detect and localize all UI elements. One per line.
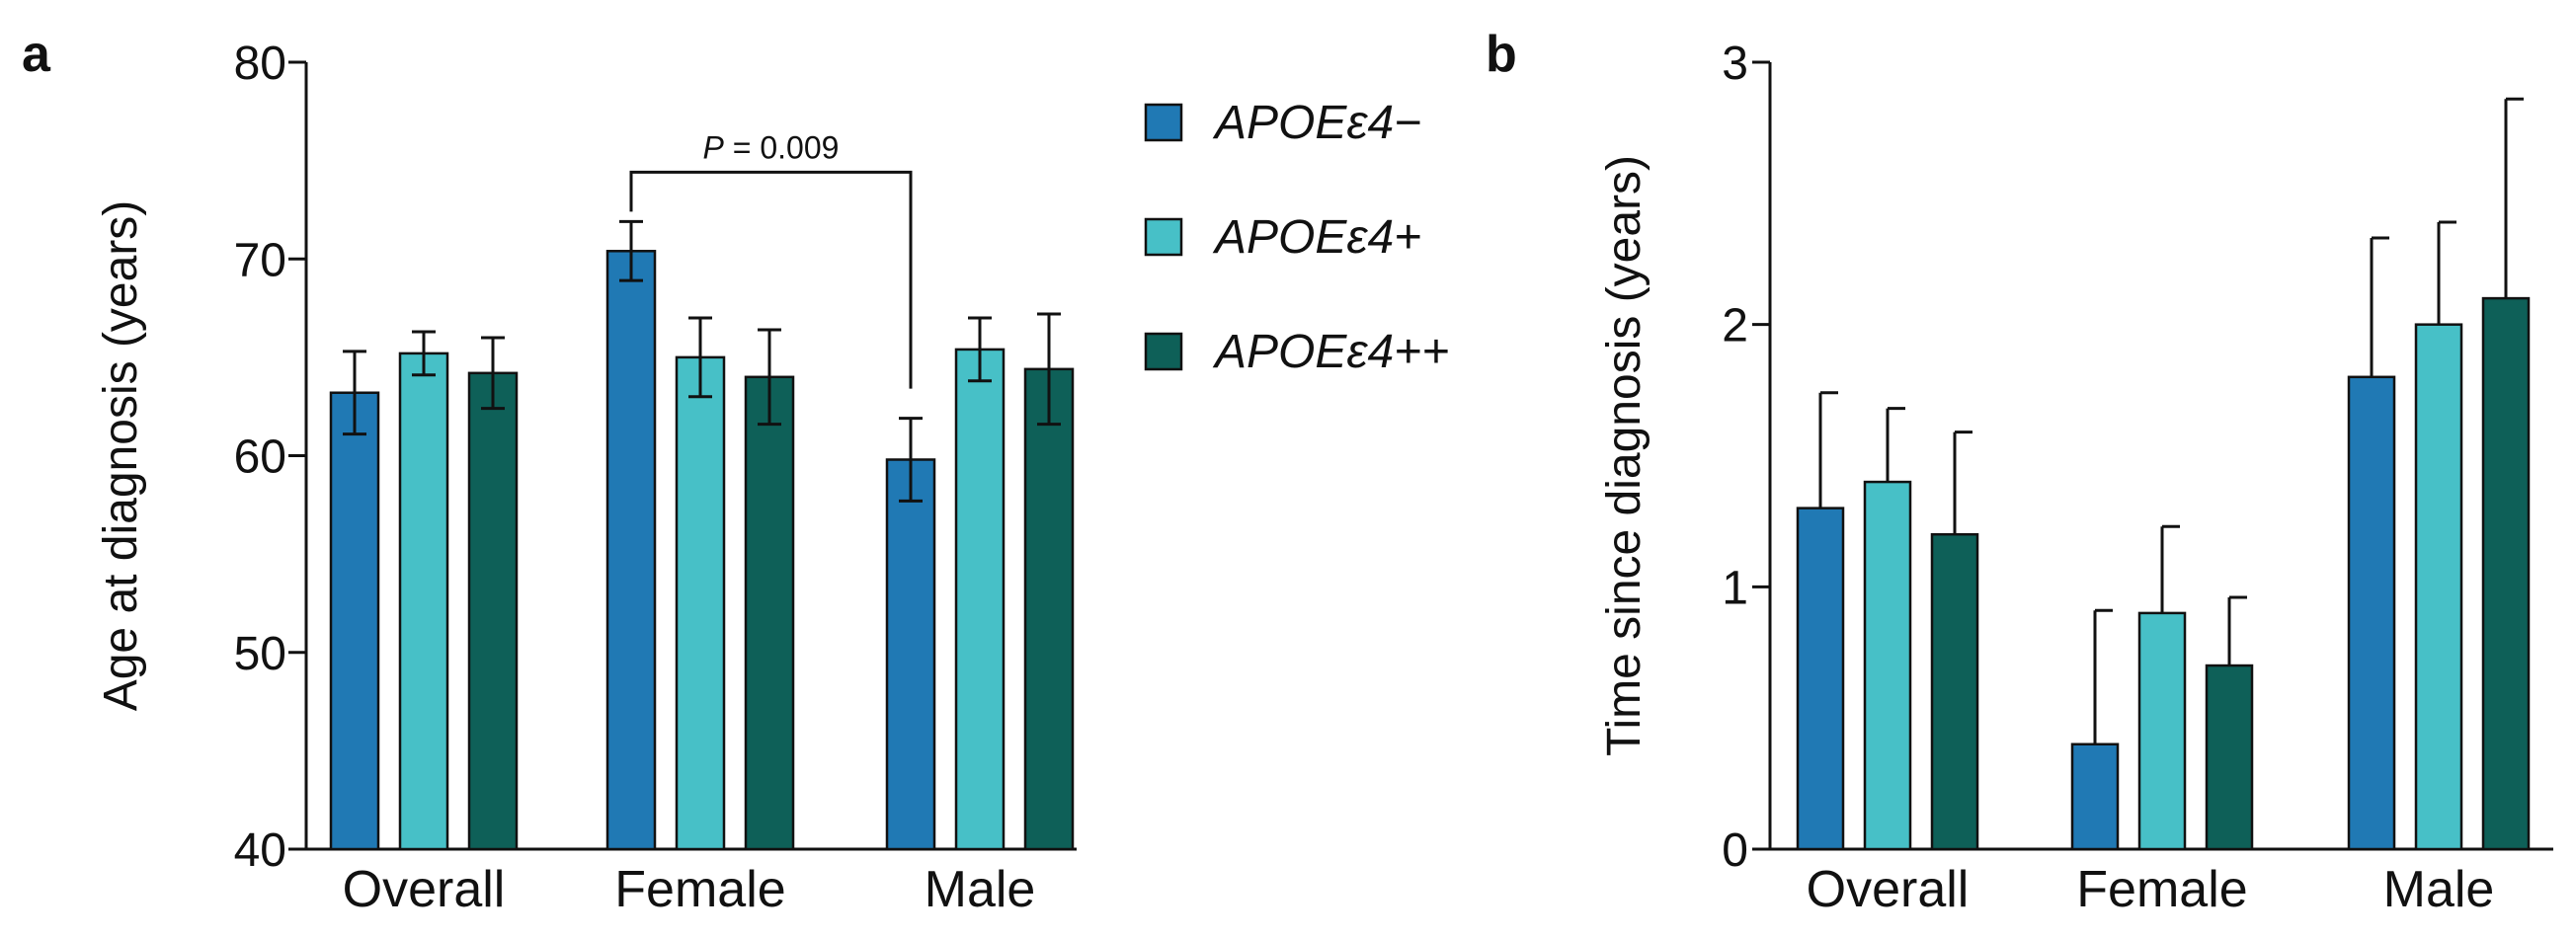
bar-overall-series-2 [467,371,519,851]
error-bar [412,330,436,377]
bar-male-series-1 [2414,323,2463,851]
y-tick-label: 40 [234,824,286,877]
bar-overall-series-0 [329,391,380,851]
error-bar [1953,430,1972,535]
bar-male-series-2 [2481,296,2531,851]
y-tick-label: 3 [1722,38,1748,90]
error-bar [1037,312,1061,427]
panel-a-chart: 40 50 60 70 80 Age at diagnosis (years) Overal… [95,38,1077,918]
category-label-overall: Overall [1807,861,1970,918]
legend-label-apoe4-neg: APOEε4− [1212,97,1421,149]
legend-swatch-apoe4-pos [1144,217,1183,257]
error-bar [688,316,712,399]
error-bar [2093,608,2113,744]
error-bar [2437,220,2456,325]
bar-overall-series-2 [1930,532,1979,851]
error-bar [2227,595,2247,666]
category-label-female: Female [2076,861,2247,918]
bar-overall-series-1 [1863,480,1912,851]
bar-female-series-2 [2205,664,2254,851]
legend: APOEε4− APOEε4+ APOEε4++ [1144,97,1449,378]
y-tick-label: 2 [1722,300,1748,352]
bar-female-series-1 [675,355,726,851]
error-bar [899,417,923,503]
bar-male-series-1 [954,348,1006,851]
error-bar [2504,97,2524,299]
bar-female-series-0 [605,250,657,851]
panel-b-chart: 0 1 2 3 Time since diagnosis (years) Overall F… [1598,38,2553,918]
bar-overall-series-0 [1796,507,1845,851]
error-bar [758,328,781,427]
error-bar [968,316,992,383]
bar-male-series-0 [885,458,936,851]
legend-label-apoe4-double: APOEε4++ [1212,326,1449,378]
legend-swatch-apoe4-neg [1144,103,1183,142]
bar-female-series-0 [2070,743,2120,851]
y-tick-label: 70 [234,234,286,286]
error-bar [1818,391,1838,509]
category-label-male: Male [2383,861,2495,918]
error-bar [481,336,505,411]
significance-bracket: P = 0.009 [629,129,913,389]
bar-female-series-2 [744,375,795,851]
legend-swatch-apoe4-double [1144,332,1183,371]
error-bar [343,350,366,436]
p-value-label: P = 0.009 [703,129,840,165]
y-axis-title: Age at diagnosis (years) [95,200,147,712]
error-bar [1886,407,1905,483]
panel-a-letter: a [22,26,51,83]
category-label-female: Female [614,861,785,918]
y-tick-label: 80 [234,38,286,90]
y-tick-label: 0 [1722,824,1748,877]
significance-line [629,170,913,389]
y-axis-title: Time since diagnosis (years) [1598,155,1650,756]
category-label-overall: Overall [343,861,506,918]
bar-male-series-2 [1023,367,1075,851]
y-tick-label: 60 [234,431,286,484]
bar-overall-series-1 [398,352,449,851]
y-tick-label: 1 [1722,562,1748,614]
category-label-male: Male [925,861,1036,918]
error-bar [619,219,643,282]
bar-female-series-1 [2137,611,2187,851]
error-bar [2160,524,2180,613]
error-bar [2370,236,2389,377]
legend-label-apoe4-pos: APOEε4+ [1212,211,1421,264]
panel-b-letter: b [1486,26,1517,83]
y-tick-label: 50 [234,628,286,680]
bar-male-series-0 [2347,375,2396,851]
